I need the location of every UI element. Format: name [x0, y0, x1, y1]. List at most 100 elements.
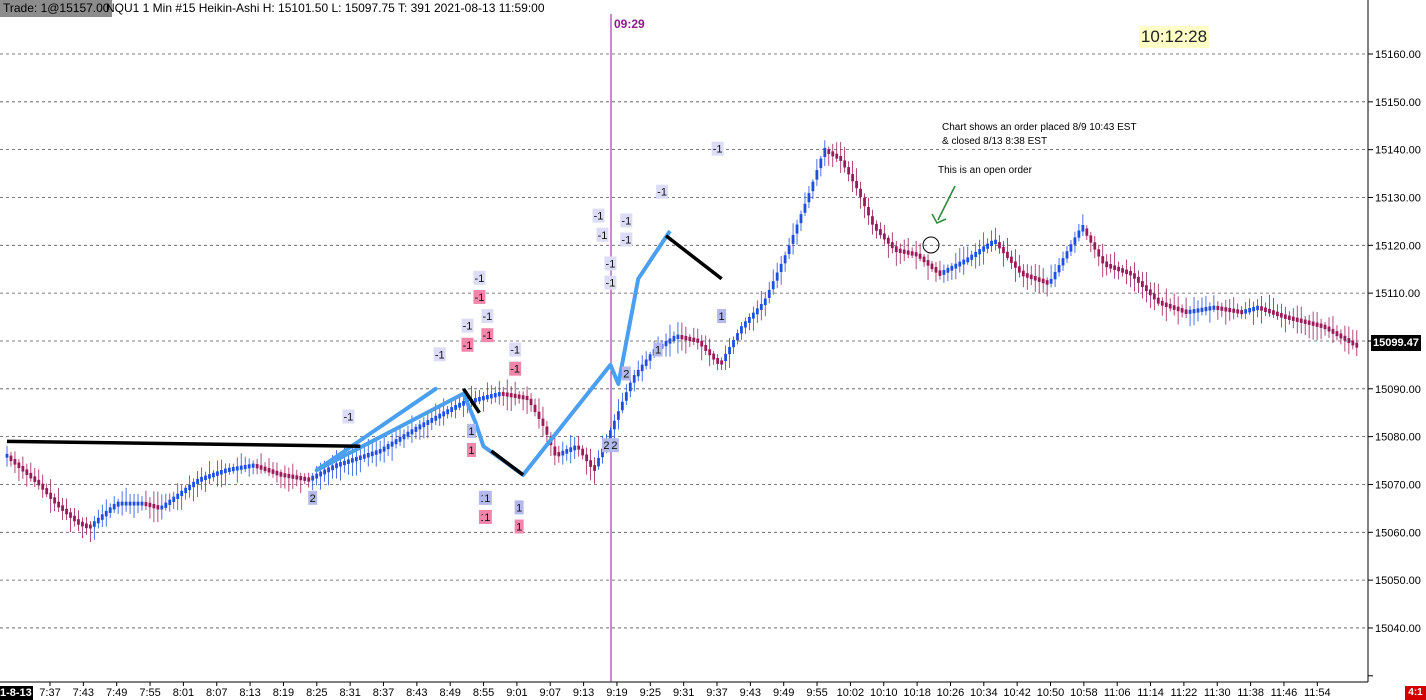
chart-info-header: NQU1 1 Min #15 Heikin-Ashi H: 15101.50 L…	[106, 1, 545, 15]
candle-body	[676, 334, 680, 340]
candle-body	[96, 517, 100, 524]
candle-body	[1033, 275, 1037, 281]
candle-body	[525, 395, 529, 401]
candle-body	[684, 335, 688, 341]
annotation-line-1: Chart shows an order placed 8/9 10:43 ES…	[942, 122, 1137, 133]
candle-body	[1244, 309, 1248, 314]
time-tick-label: 11:06	[1104, 687, 1131, 699]
candle-body	[208, 474, 211, 479]
order-marker[interactable]: -1	[481, 309, 494, 324]
price-axis: 15040.00 15050.00 15060.00 15070.00 15080.00…	[1368, 49, 1421, 677]
candle-body	[791, 234, 795, 244]
order-marker[interactable]: 1	[514, 519, 524, 534]
candle-body	[521, 395, 525, 400]
order-marker[interactable]: -1	[473, 270, 486, 285]
corner-tag: 4:1	[1405, 686, 1426, 700]
candle-body	[315, 473, 319, 479]
order-marker[interactable]: 1	[482, 490, 492, 505]
order-marker[interactable]: -1	[604, 256, 617, 271]
candle-body	[426, 420, 430, 426]
candle-body	[299, 476, 303, 481]
order-marker[interactable]: 1	[482, 509, 492, 524]
grid-lines	[0, 53, 1368, 629]
candle-body	[442, 411, 446, 417]
candle-body	[1137, 276, 1140, 283]
order-marker[interactable]: -1	[620, 213, 633, 228]
order-markers[interactable]: -12-1-1-111-1-1-1-11111-1-111-1-1-1-1222…	[308, 141, 727, 534]
candle-body	[25, 469, 29, 475]
candle-body	[223, 468, 227, 474]
candle-body	[1180, 308, 1184, 313]
order-marker[interactable]: -1	[461, 337, 474, 352]
order-marker[interactable]: -1	[509, 361, 522, 376]
candle-body	[902, 249, 906, 254]
candle-body	[553, 446, 557, 456]
candle-body	[21, 465, 25, 472]
candle-body	[450, 407, 454, 413]
order-badge	[481, 328, 494, 343]
order-marker[interactable]: -1	[433, 347, 446, 362]
candle-body	[1002, 246, 1005, 254]
order-label: -1	[606, 278, 616, 290]
order-marker[interactable]: 1	[514, 500, 524, 515]
candle-body	[430, 417, 434, 423]
order-marker[interactable]: -1	[473, 289, 486, 304]
candle-body	[243, 464, 247, 470]
trend-line	[6, 439, 361, 448]
candle-body	[331, 465, 334, 471]
order-marker[interactable]: -1	[656, 184, 669, 199]
trade-label[interactable]: Trade: 1@15157.00	[0, 0, 113, 17]
order-marker[interactable]: -1	[342, 409, 355, 424]
order-marker[interactable]: -1	[509, 342, 522, 357]
order-marker[interactable]: 1	[717, 309, 727, 324]
time-tick-label: 8:07	[206, 687, 227, 699]
candle-body	[1196, 308, 1200, 313]
candle-body	[152, 503, 156, 509]
candle-body	[1037, 277, 1041, 282]
order-marker[interactable]: -1	[711, 141, 724, 156]
order-marker[interactable]: -1	[481, 328, 494, 343]
candle-body	[517, 394, 521, 399]
order-label: 2	[310, 493, 316, 505]
time-tick-label: 8:49	[439, 687, 460, 699]
order-marker[interactable]: 1	[466, 442, 476, 457]
candle-body	[716, 357, 720, 364]
order-marker[interactable]: -1	[592, 208, 605, 223]
order-marker[interactable]: -1	[620, 232, 633, 247]
candle-body	[636, 369, 640, 377]
candle-body	[1331, 328, 1335, 334]
order-marker[interactable]: 1	[653, 342, 663, 357]
candle-body	[585, 454, 589, 462]
order-marker[interactable]: 2	[621, 366, 631, 381]
candle-body	[287, 473, 291, 479]
time-tick-label: 9:49	[773, 687, 794, 699]
candle-body	[438, 413, 442, 419]
candle-body	[954, 263, 958, 269]
candle-body	[1315, 322, 1319, 327]
candle-body	[890, 242, 894, 249]
order-marker[interactable]: 2	[601, 438, 611, 453]
time-tick-label: 9:07	[540, 687, 561, 699]
candle-body	[17, 462, 21, 469]
candle-body	[1113, 265, 1117, 270]
order-marker[interactable]: -1	[596, 227, 609, 242]
candle-body	[1212, 305, 1216, 310]
order-marker[interactable]: -1	[604, 275, 617, 290]
candle-body	[616, 411, 620, 420]
candle-body	[529, 398, 533, 406]
candle-body	[501, 392, 505, 396]
candle-body	[497, 392, 501, 397]
candle-body	[946, 267, 950, 273]
candle-body	[1307, 320, 1311, 325]
order-badge	[656, 184, 669, 199]
order-badge	[509, 342, 522, 357]
candle-body	[1089, 235, 1093, 243]
order-marker[interactable]: 2	[308, 490, 318, 505]
candle-body	[69, 512, 72, 518]
candle-body	[882, 233, 886, 240]
order-marker[interactable]: 2	[609, 438, 619, 453]
order-marker[interactable]: -1	[461, 318, 474, 333]
order-marker[interactable]: 1	[466, 423, 476, 438]
candle-body	[1319, 323, 1323, 328]
